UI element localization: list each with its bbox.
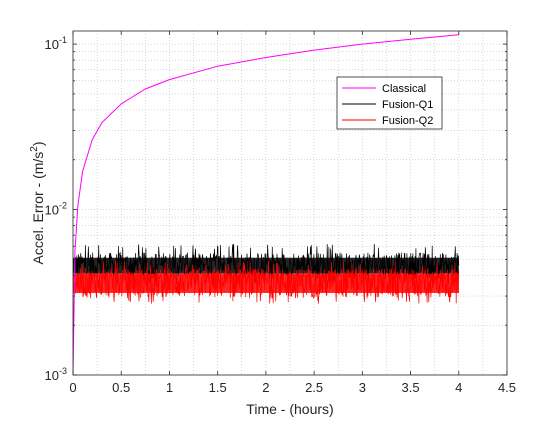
plot-frame [72, 30, 508, 376]
legend-label-fusion-q1: Fusion-Q1 [382, 99, 433, 111]
x-tick-label: 4.5 [498, 380, 516, 395]
x-tick-label: 2 [262, 380, 269, 395]
y-tick-label: 10-2 [45, 201, 67, 218]
x-tick-label: 1.5 [209, 380, 227, 395]
x-axis-label: Time - (hours) [246, 401, 333, 417]
series-fusion-q2-core [73, 273, 459, 293]
y-tick-label-base: 10 [45, 203, 59, 218]
x-tick-label: 2.5 [305, 380, 323, 395]
series-group [73, 34, 460, 375]
legend-label-classical: Classical [382, 83, 426, 95]
x-tick-labels: 0 0.5 1 1.5 2 2.5 3 3.5 4 4.5 [69, 380, 516, 395]
legend: Classical Fusion-Q1 Fusion-Q2 [336, 76, 443, 130]
legend-label-fusion-q2: Fusion-Q2 [382, 115, 433, 127]
x-tick-label: 3.5 [402, 380, 420, 395]
y-tick-label-exponent: -2 [59, 201, 67, 211]
y-tick-label: 10-1 [45, 35, 67, 52]
y-tick-label: 10-3 [45, 366, 67, 383]
y-axis-label-base: Accel. Error - (m/s [30, 152, 46, 265]
series-fusion-q1-core [73, 257, 459, 274]
x-tick-label: 1 [166, 380, 173, 395]
x-tick-label: 4 [455, 380, 462, 395]
y-tick-label-exponent: -3 [59, 366, 67, 376]
y-axis-label-sup: 2 [29, 146, 40, 152]
x-tick-label: 0.5 [112, 380, 130, 395]
y-tick-label-base: 10 [45, 368, 59, 383]
y-axis-label-close: ) [30, 141, 46, 146]
series-classical [73, 34, 459, 375]
y-tick-labels: 10-310-210-1 [45, 35, 67, 383]
x-tick-label: 0 [69, 380, 76, 395]
y-tick-label-exponent: -1 [59, 35, 67, 45]
x-tick-label: 3 [359, 380, 366, 395]
ticks [72, 31, 508, 376]
y-tick-label-base: 10 [45, 37, 59, 52]
y-axis-label: Accel. Error - (m/s2) [29, 141, 46, 264]
